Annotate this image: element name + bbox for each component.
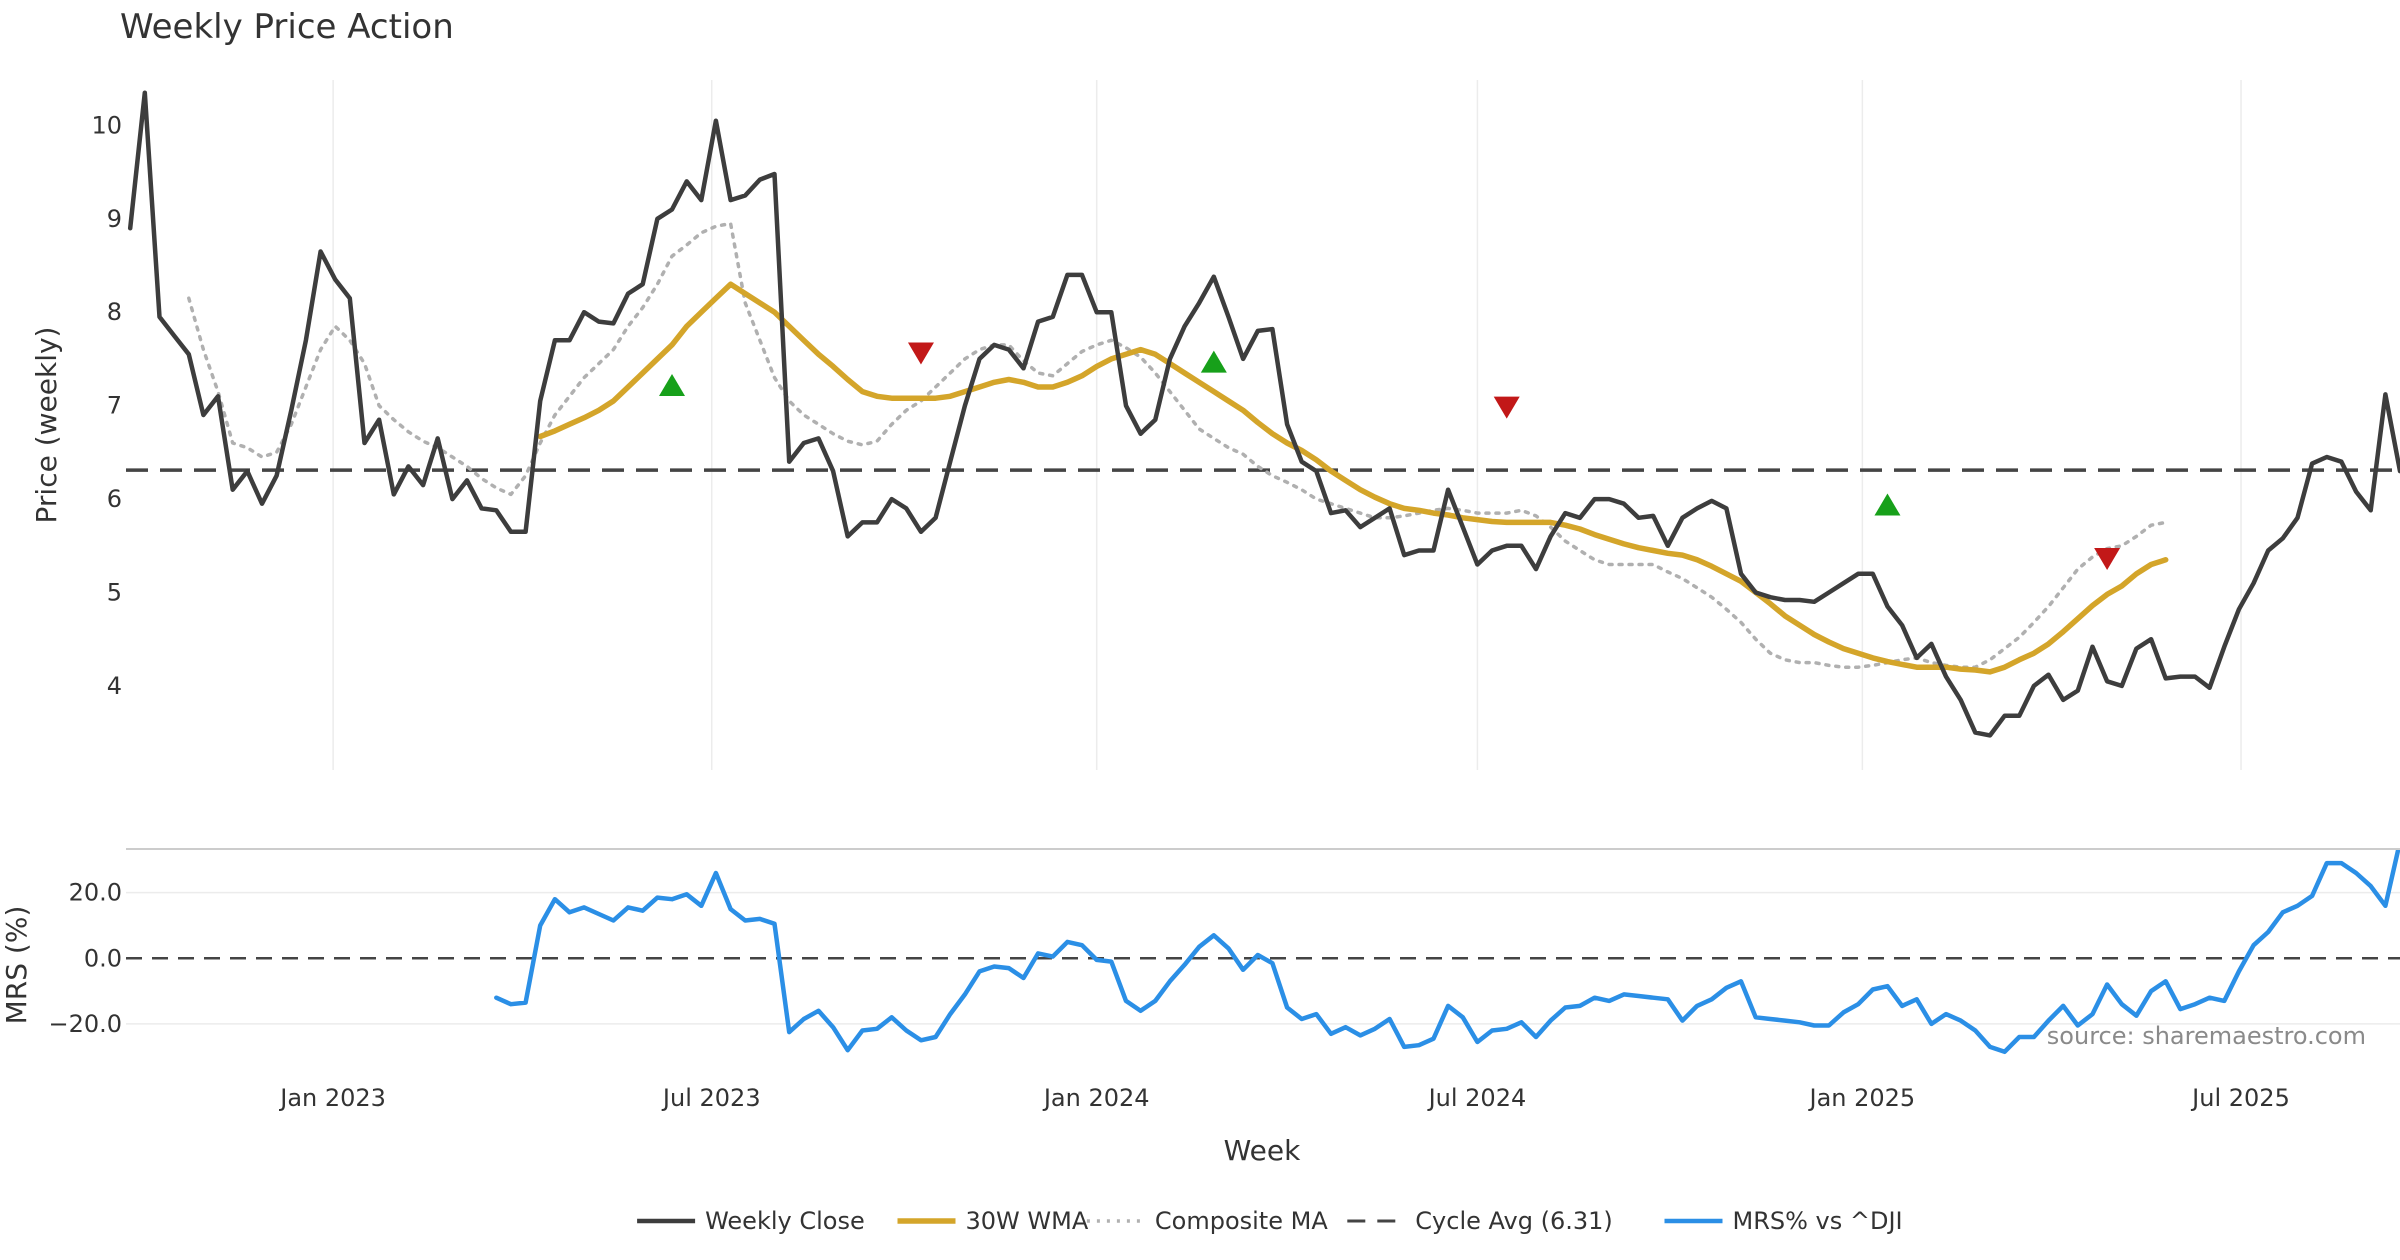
sell-signal-marker: [907, 342, 934, 365]
source-credit: source: sharemaestro.com: [2047, 1022, 2366, 1050]
buy-signal-marker: [1874, 493, 1901, 516]
signal-markers: [659, 342, 2121, 570]
x-ticks: Jan 2023 Jul 2023 Jan 2024 Jul 2024 Jan 2025…: [278, 1084, 2290, 1112]
x-tick-label: Jan 2024: [1042, 1084, 1150, 1112]
x-tick-label: Jul 2024: [1427, 1084, 1527, 1112]
mrs-axis-title: MRS (%): [0, 906, 33, 1025]
legend-label: 30W WMA: [966, 1207, 1089, 1235]
mrs-y-ticks: 20.0 0.0 −20.0: [48, 879, 122, 1038]
mrs-tick-label: −20.0: [48, 1010, 122, 1038]
buy-signal-marker: [659, 373, 686, 396]
main-series-layer: [127, 90, 2400, 738]
legend-label: Cycle Avg (6.31): [1415, 1207, 1612, 1235]
buy-signal-marker: [1200, 350, 1227, 373]
y-tick-label: 7: [107, 392, 122, 420]
mrs-gridlines: [126, 891, 2400, 1025]
price-y-ticks: 4 5 6 7 8 9 10: [91, 111, 122, 700]
y-tick-label: 8: [107, 298, 122, 326]
y-tick-label: 9: [107, 205, 122, 233]
composite-ma-line: [187, 221, 2168, 669]
y-tick-label: 5: [107, 579, 122, 607]
mrs-line: [494, 850, 2400, 1055]
x-tick-label: Jul 2023: [661, 1084, 761, 1112]
y-axis-title: Price (weekly): [30, 327, 63, 524]
x-tick-label: Jan 2025: [1808, 1084, 1916, 1112]
x-tick-label: Jan 2023: [278, 1084, 386, 1112]
y-tick-label: 10: [91, 111, 122, 139]
legend-label: Weekly Close: [705, 1207, 865, 1235]
y-tick-label: 4: [107, 672, 122, 700]
legend: Weekly Close 30W WMA Composite MA Cycle Avg…: [637, 1207, 1903, 1235]
sell-signal-marker: [1493, 396, 1520, 419]
weekly-close-line: [127, 90, 2400, 738]
legend-label: Composite MA: [1155, 1207, 1328, 1235]
wma-30w-line: [537, 281, 2169, 675]
mrs-series-layer: [494, 850, 2400, 1055]
chart-title: Weekly Price Action: [120, 7, 454, 47]
mrs-tick-label: 0.0: [84, 944, 122, 972]
main-gridlines: [332, 80, 2242, 770]
x-tick-label: Jul 2025: [2190, 1084, 2290, 1112]
x-axis-title: Week: [1224, 1134, 1301, 1167]
legend-label: MRS% vs ^DJI: [1733, 1207, 1903, 1235]
mrs-tick-label: 20.0: [69, 879, 122, 907]
y-tick-label: 6: [107, 485, 122, 513]
sell-signal-marker: [2094, 548, 2121, 570]
